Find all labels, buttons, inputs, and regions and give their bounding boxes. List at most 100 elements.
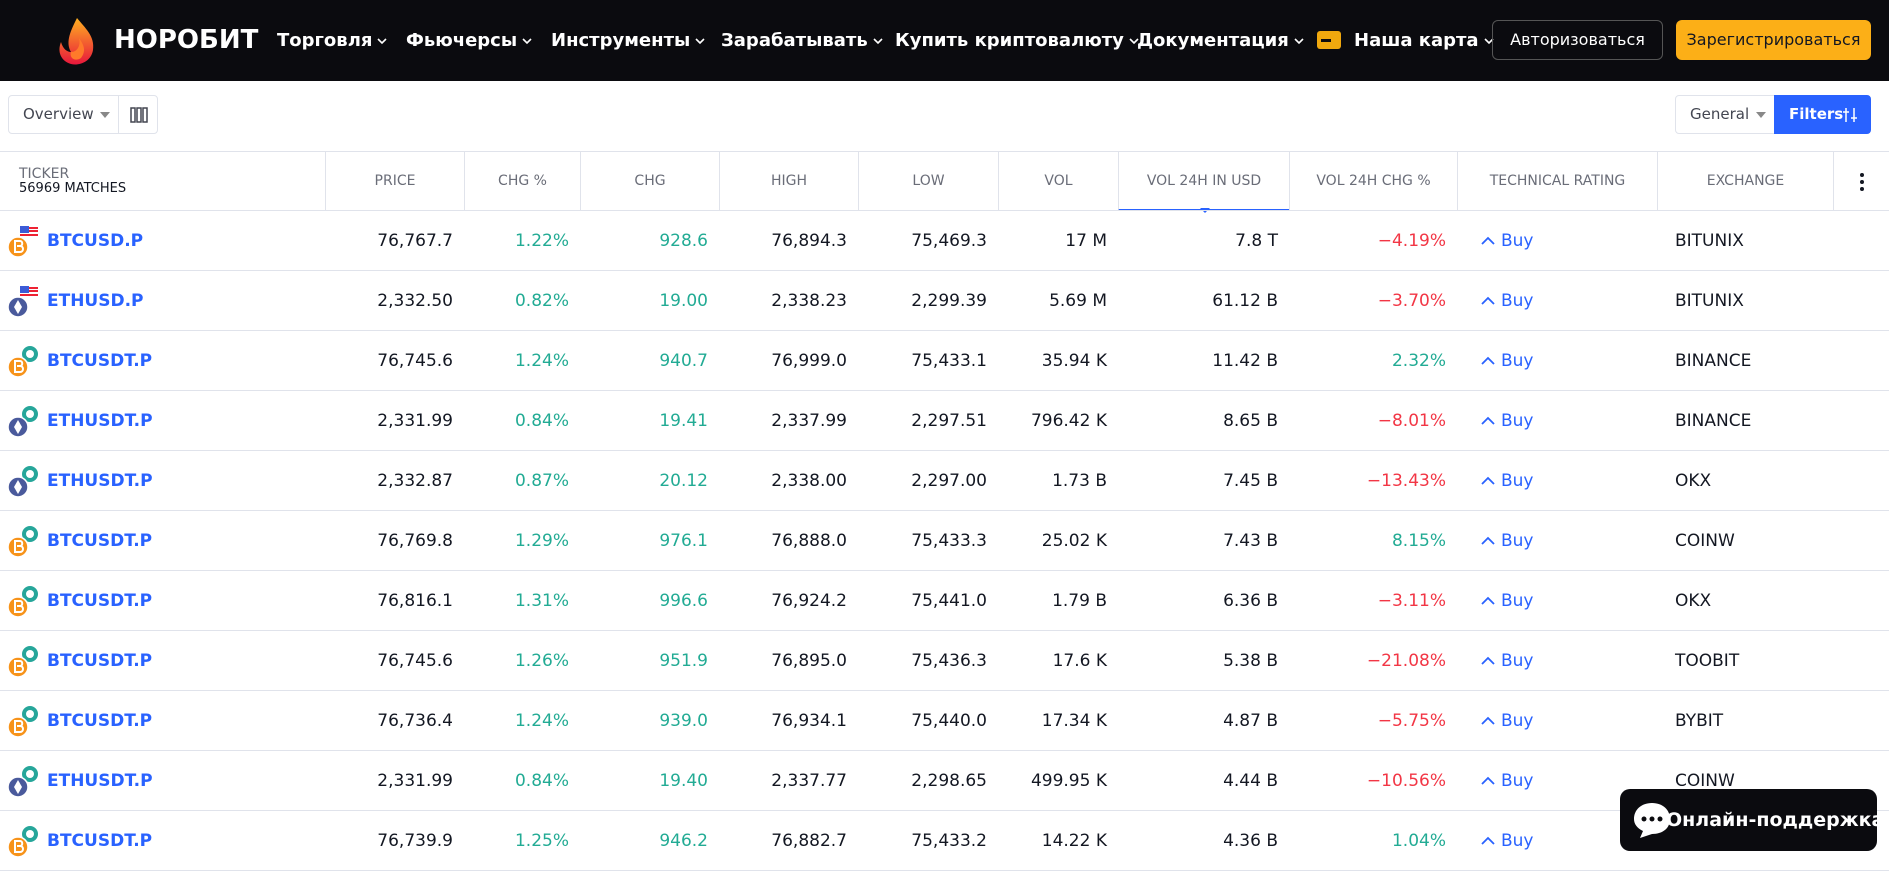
column-header[interactable]: VOL 24H CHG % <box>1289 151 1457 211</box>
table-cell: 17.34 K <box>1041 711 1107 731</box>
rating-label: Buy <box>1501 651 1534 671</box>
column-header[interactable]: TECHNICAL RATING <box>1457 151 1657 211</box>
support-label: Онлайн-поддержка <box>1666 809 1885 831</box>
login-button[interactable]: Авторизоваться <box>1492 20 1663 60</box>
nav-item[interactable]: Инструменты <box>551 0 705 81</box>
exchange-cell: BINANCE <box>1675 351 1752 371</box>
match-count: 56969 MATCHES <box>19 181 127 196</box>
column-header[interactable]: CHG <box>580 151 719 211</box>
table-cell: 1.79 B <box>1052 591 1107 611</box>
table-cell: 76,894.3 <box>771 231 847 251</box>
row-divider <box>0 151 1889 152</box>
rating-label: Buy <box>1501 831 1534 851</box>
view-label: Overview <box>23 105 94 123</box>
rating-arrow <box>1481 416 1495 425</box>
ticker-link[interactable]: BTCUSDT.P <box>47 351 153 371</box>
logo-text[interactable]: НОРОБИТ <box>114 25 259 55</box>
exchange-cell: OKX <box>1675 591 1712 611</box>
nav-label: Наша карта <box>1354 30 1479 51</box>
nav-item[interactable]: Документация <box>1137 0 1304 81</box>
column-header[interactable]: CHG % <box>464 151 580 211</box>
table-cell: 7.43 B <box>1223 531 1278 551</box>
ticker-link[interactable]: BTCUSDT.P <box>47 651 153 671</box>
ticker-link[interactable]: BTCUSD.P <box>47 231 144 251</box>
table-cell: 976.1 <box>659 531 708 551</box>
table-cell: 0.87% <box>514 471 569 491</box>
rating-cell: Buy <box>1481 751 1534 811</box>
nav-label: Документация <box>1137 30 1289 51</box>
nav-label: Зарабатывать <box>721 30 868 51</box>
nav-item[interactable]: Купить криптовалюту <box>895 0 1139 81</box>
column-header[interactable] <box>1833 151 1889 211</box>
preset-label: General <box>1690 105 1750 123</box>
table-cell: 2,331.99 <box>377 411 453 431</box>
coin-icon <box>6 345 40 379</box>
nav-item[interactable]: Торговля <box>277 0 388 81</box>
ticker-link[interactable]: ETHUSDT.P <box>47 471 153 491</box>
ticker-link[interactable]: ETHUSDT.P <box>47 411 153 431</box>
table-cell: 2,331.99 <box>377 771 453 791</box>
ticker-link[interactable]: BTCUSDT.P <box>47 591 153 611</box>
nav-label: Купить криптовалюту <box>895 30 1124 51</box>
coin-icon <box>6 225 40 259</box>
coin-icon <box>6 765 40 799</box>
table-cell: 75,469.3 <box>911 231 987 251</box>
table-cell: 996.6 <box>659 591 708 611</box>
table-cell: 946.2 <box>659 831 708 851</box>
column-header[interactable]: VOL 24H IN USD <box>1118 151 1289 213</box>
rating-cell: Buy <box>1481 631 1534 691</box>
ticker-link[interactable]: BTCUSDT.P <box>47 831 153 851</box>
preset-select[interactable]: General <box>1675 95 1775 134</box>
column-header[interactable]: LOW <box>858 151 998 211</box>
view-select[interactable]: Overview <box>8 95 119 134</box>
nav-item[interactable]: Зарабатывать <box>721 0 883 81</box>
coin-svg <box>7 286 38 318</box>
coin-svg <box>7 586 38 618</box>
nav-item[interactable]: Наша карта <box>1354 0 1494 81</box>
table-cell: 75,433.3 <box>911 531 987 551</box>
columns-button[interactable] <box>118 95 158 134</box>
column-header[interactable]: VOL <box>998 151 1118 211</box>
table-cell: 2,297.51 <box>911 411 987 431</box>
column-header[interactable]: EXCHANGE <box>1657 151 1833 211</box>
table-cell: −3.11% <box>1377 591 1446 611</box>
table-cell: 7.8 T <box>1235 231 1278 251</box>
nav-caret <box>1484 37 1494 44</box>
table-cell: 17.6 K <box>1052 651 1107 671</box>
exchange-cell: BYBIT <box>1675 711 1724 731</box>
table-cell: 5.69 M <box>1049 291 1107 311</box>
ticker-link[interactable]: ETHUSD.P <box>47 291 144 311</box>
table-cell: 2,299.39 <box>911 291 987 311</box>
ticker-header[interactable]: TICKER <box>19 166 70 182</box>
table-cell: 75,433.2 <box>911 831 987 851</box>
row-divider <box>0 390 1889 391</box>
coin-icon <box>6 285 40 319</box>
rating-arrow <box>1481 536 1495 545</box>
register-button[interactable]: Зарегистрироваться <box>1676 20 1871 60</box>
table-cell: 76,924.2 <box>771 591 847 611</box>
nav-item[interactable]: Фьючерсы <box>406 0 532 81</box>
coin-icon <box>6 585 40 619</box>
rating-label: Buy <box>1501 231 1534 251</box>
nav-label: Фьючерсы <box>406 30 518 51</box>
ticker-link[interactable]: BTCUSDT.P <box>47 711 153 731</box>
row-divider <box>0 570 1889 571</box>
rating-cell: Buy <box>1481 211 1534 271</box>
ticker-link[interactable]: BTCUSDT.P <box>47 531 153 551</box>
table-cell: 2,337.99 <box>771 411 847 431</box>
row-divider <box>0 210 1889 211</box>
table-cell: 76,745.6 <box>377 351 453 371</box>
top-bar: НОРОБИТ Торговля Фьючерсы Инструменты Зараб… <box>0 0 1889 81</box>
nav-caret <box>522 37 532 44</box>
rating-cell: Buy <box>1481 811 1534 871</box>
rating-cell: Buy <box>1481 511 1534 571</box>
table-cell: 2,338.23 <box>771 291 847 311</box>
rating-arrow <box>1481 596 1495 605</box>
column-header[interactable]: PRICE <box>325 151 464 211</box>
more-icon <box>1860 173 1864 191</box>
ticker-link[interactable]: ETHUSDT.P <box>47 771 153 791</box>
support-button[interactable]: Онлайн-поддержка <box>1620 789 1884 851</box>
filters-button[interactable]: Filters <box>1774 95 1871 134</box>
coin-icon <box>6 405 40 439</box>
column-header[interactable]: HIGH <box>719 151 858 211</box>
